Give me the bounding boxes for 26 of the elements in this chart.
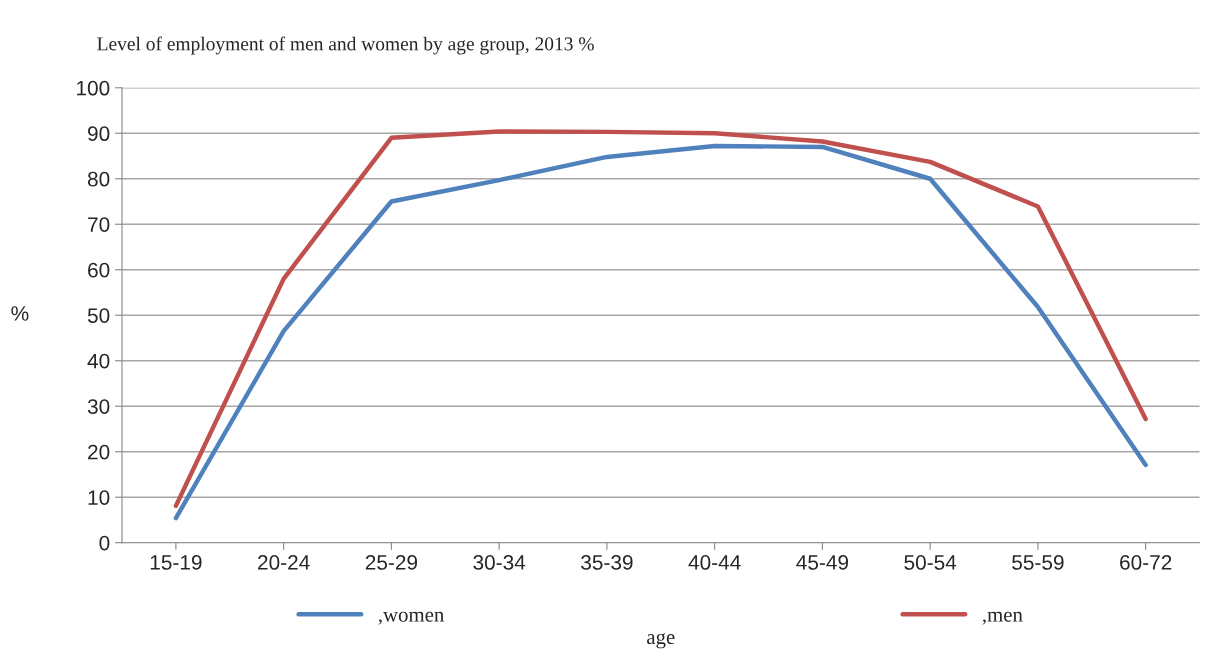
y-tick-label: 50	[87, 308, 110, 323]
legend-label: ,women	[378, 611, 445, 625]
x-tick-label: 20-24	[258, 555, 310, 570]
y-tick-label: 70	[88, 217, 110, 232]
y-axis-title: %	[11, 306, 29, 321]
x-tick-label: 15-19	[150, 555, 202, 570]
x-tick-label: 55-59	[1012, 555, 1064, 570]
x-tick-label: 50-54	[904, 555, 957, 570]
x-tick-label: 35-39	[581, 555, 633, 570]
y-tick-label: 60	[88, 262, 110, 278]
y-tick-label: 10	[88, 490, 110, 505]
chart-title: Level of employment of men and women by age group, 2013 %	[97, 36, 594, 55]
y-tick-label: 90	[88, 126, 110, 142]
legend-label: ,men	[982, 611, 1023, 625]
x-tick-label: 45-49	[796, 555, 849, 570]
y-tick-label: 80	[87, 171, 110, 187]
y-tick-label: 20	[88, 444, 110, 460]
y-tick-label: 100	[77, 80, 110, 96]
y-tick-label: 30	[87, 399, 110, 414]
x-tick-label: 60-72	[1120, 555, 1172, 570]
x-axis-title: age	[647, 633, 675, 649]
x-tick-label: 30-34	[473, 555, 526, 570]
x-tick-label: 25-29	[365, 555, 418, 570]
y-tick-label: 0	[99, 535, 110, 551]
y-tick-label: 40	[87, 353, 110, 369]
x-tick-label: 40-44	[688, 555, 741, 570]
